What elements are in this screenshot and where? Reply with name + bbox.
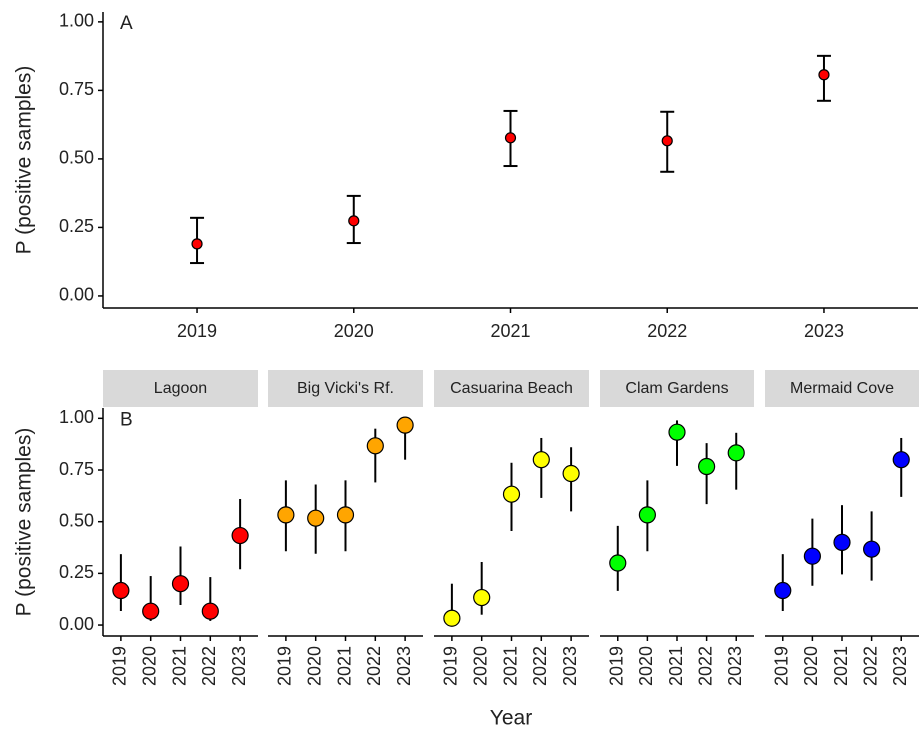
x-tick-label: 2022 xyxy=(530,646,550,686)
y-tick-label: 0.25 xyxy=(59,216,94,236)
x-tick-label: 2019 xyxy=(110,646,130,686)
point xyxy=(562,464,580,483)
point xyxy=(191,238,203,250)
point xyxy=(502,485,521,503)
point xyxy=(668,423,686,441)
x-tick-label: 2022 xyxy=(860,646,880,686)
x-tick-label: 2020 xyxy=(470,646,490,686)
x-tick-label: 2023 xyxy=(890,646,910,686)
y-tick-label: 1.00 xyxy=(59,407,94,427)
x-tick-label: 2020 xyxy=(636,646,656,686)
y-tick-label: 0.75 xyxy=(59,79,94,99)
x-tick-label: 2019 xyxy=(177,321,217,341)
point xyxy=(774,581,792,600)
x-axis-label: Year xyxy=(490,707,532,730)
point xyxy=(803,547,821,565)
point xyxy=(638,506,656,524)
x-tick-label: 2023 xyxy=(394,646,414,686)
point xyxy=(366,437,384,455)
point xyxy=(504,132,517,144)
y-axis-label: P (positive samples) xyxy=(13,428,36,617)
x-tick-label: 2023 xyxy=(560,646,580,686)
x-tick-label: 2021 xyxy=(169,646,189,686)
point xyxy=(171,575,190,593)
x-tick-label: 2023 xyxy=(229,646,249,686)
x-tick-label: 2020 xyxy=(801,646,821,686)
facet-title: Lagoon xyxy=(154,380,207,397)
point xyxy=(818,69,830,81)
x-tick-label: 2022 xyxy=(695,646,715,686)
x-tick-label: 2020 xyxy=(304,646,324,686)
x-tick-label: 2021 xyxy=(490,321,530,341)
y-tick-label: 0.50 xyxy=(59,148,94,168)
panel-label: A xyxy=(120,13,133,34)
y-tick-label: 0.75 xyxy=(59,459,94,479)
y-axis-label: P (positive samples) xyxy=(13,66,36,255)
point xyxy=(112,581,130,600)
x-tick-label: 2021 xyxy=(666,646,686,686)
point xyxy=(142,602,160,620)
x-tick-label: 2020 xyxy=(334,321,374,341)
point xyxy=(396,416,414,434)
x-tick-label: 2021 xyxy=(334,646,354,686)
y-tick-label: 0.50 xyxy=(59,510,94,530)
panel-label: B xyxy=(120,409,133,430)
x-tick-label: 2023 xyxy=(725,646,745,686)
facet-title: Mermaid Cove xyxy=(790,380,894,397)
facet-strip xyxy=(434,370,589,407)
x-tick-label: 2021 xyxy=(831,646,851,686)
facet-strip xyxy=(103,370,258,407)
x-tick-label: 2021 xyxy=(500,646,520,686)
x-tick-label: 2022 xyxy=(199,646,219,686)
facet-strip xyxy=(765,370,919,407)
x-tick-label: 2019 xyxy=(607,646,627,686)
x-tick-label: 2019 xyxy=(275,646,295,686)
x-tick-label: 2023 xyxy=(804,321,844,341)
point xyxy=(661,135,673,147)
point xyxy=(348,215,360,227)
y-tick-label: 0.00 xyxy=(59,614,94,634)
facet-strip xyxy=(268,370,423,407)
y-tick-label: 1.00 xyxy=(59,11,94,31)
point xyxy=(892,451,910,469)
point xyxy=(698,457,716,476)
point xyxy=(833,533,851,551)
point xyxy=(336,506,355,524)
facet-title: Clam Gardens xyxy=(625,380,728,397)
facet-title: Casuarina Beach xyxy=(450,380,573,397)
point xyxy=(473,588,491,607)
point xyxy=(201,602,219,620)
x-tick-label: 2019 xyxy=(772,646,792,686)
x-tick-label: 2020 xyxy=(139,646,159,686)
x-tick-label: 2022 xyxy=(364,646,384,686)
y-tick-label: 0.25 xyxy=(59,562,94,582)
point xyxy=(863,540,881,558)
point xyxy=(277,506,295,524)
point xyxy=(307,509,325,527)
y-tick-label: 0.00 xyxy=(59,285,94,305)
x-tick-label: 2022 xyxy=(647,321,687,341)
point xyxy=(532,451,550,469)
point xyxy=(231,526,249,545)
facet-title: Big Vicki's Rf. xyxy=(297,380,394,397)
point xyxy=(727,444,745,462)
point xyxy=(609,554,627,572)
point xyxy=(443,609,461,627)
facet-strip xyxy=(600,370,754,407)
x-tick-label: 2019 xyxy=(441,646,461,686)
